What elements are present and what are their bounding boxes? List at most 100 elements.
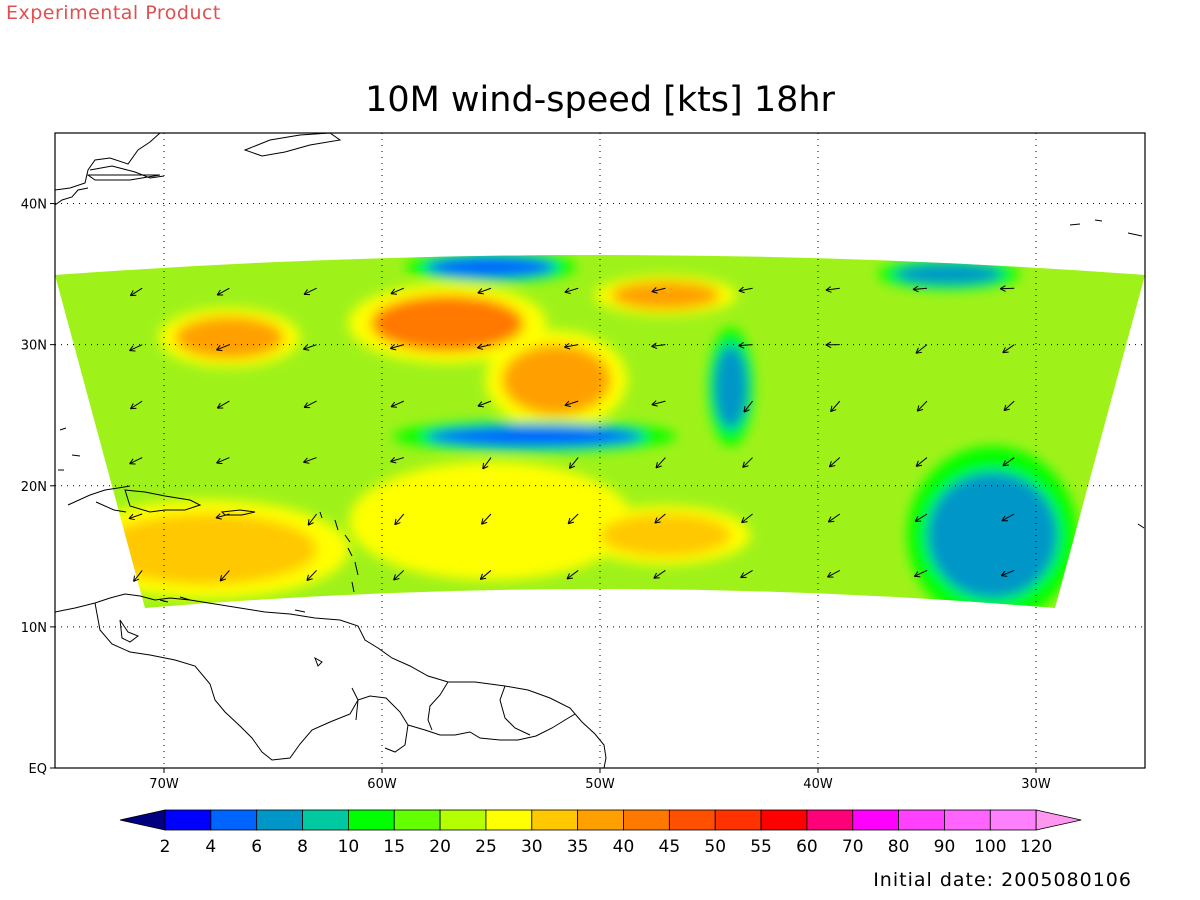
wind-arrow <box>215 513 230 520</box>
wind-arrow <box>216 344 230 352</box>
lon-label: 40W <box>803 777 833 792</box>
atlantic-islands <box>1069 219 1145 529</box>
experimental-product-stamp: Experimental Product <box>6 2 221 24</box>
wind-arrow <box>915 457 928 467</box>
lon-label: 30W <box>1021 777 1051 792</box>
field-low-wind-east-region <box>927 471 1058 599</box>
colorbar-cell <box>898 809 945 831</box>
wind-arrow <box>302 344 317 351</box>
wind-arrow <box>651 287 666 294</box>
colorbar-label: 30 <box>521 837 543 857</box>
wind-arrow <box>742 457 753 468</box>
colorbar-min-triangle <box>119 809 166 831</box>
wind-arrow <box>477 287 492 295</box>
wind-arrow <box>216 457 230 465</box>
colorbar-cell <box>256 809 303 831</box>
colorbar-label: 20 <box>429 837 451 857</box>
colorbar-label: 2 <box>160 837 171 857</box>
wind-arrow <box>825 341 840 349</box>
wind-arrow <box>999 285 1015 292</box>
colorbar-label: 6 <box>251 837 262 857</box>
newfoundland-coast <box>243 133 342 157</box>
lat-label: 10N <box>21 621 47 636</box>
wind-arrow <box>916 400 928 412</box>
colorbar-label: 40 <box>613 837 635 857</box>
wind-speed-field <box>55 255 1145 608</box>
colorbar-cell <box>531 809 579 831</box>
wind-arrow <box>480 513 492 525</box>
colorbar-label: 90 <box>934 837 956 857</box>
wind-arrow <box>219 570 230 582</box>
wind-arrow <box>128 513 143 521</box>
wind-arrow <box>564 400 579 408</box>
colorbar-label: 10 <box>338 837 360 857</box>
wind-arrow <box>133 570 143 582</box>
colorbar-cell <box>347 809 395 831</box>
wind-arrow <box>655 457 666 469</box>
colorbar-cell <box>439 809 487 831</box>
colorbar-label: 25 <box>475 837 497 857</box>
lat-label: 20N <box>21 480 47 495</box>
colorbar: 2 4 6 8 10 15 20 25 30 35 40 45 50 55 60 70 80 90 100 120 <box>119 809 1082 857</box>
field-low-wind-north-east <box>894 262 1004 286</box>
wind-arrow <box>743 400 753 413</box>
wind-arrow <box>306 570 317 581</box>
wind-arrow <box>394 513 405 526</box>
lake-maracaibo <box>119 619 140 643</box>
colorbar-label: 60 <box>796 837 818 857</box>
lon-label: 50W <box>585 777 615 792</box>
wind-arrow <box>568 457 579 469</box>
wind-arrow <box>914 513 928 522</box>
wind-arrow <box>654 513 666 524</box>
colorbar-cell <box>393 809 441 831</box>
puerto-rico-coast <box>220 509 256 516</box>
colorbar-label: 35 <box>567 837 589 857</box>
trinidad-coast <box>314 656 323 667</box>
field-high-wind-central <box>610 281 720 310</box>
wind-arrow <box>1002 344 1015 354</box>
wind-arrow <box>303 287 317 296</box>
colorbar-cell <box>623 809 670 831</box>
colorbar-cell <box>164 809 212 831</box>
wind-arrow <box>390 287 404 295</box>
wind-arrow <box>216 400 230 409</box>
map-title: 10M wind-speed [kts] 18hr <box>365 80 835 120</box>
wind-arrow <box>566 570 579 580</box>
wind-arrow <box>564 287 579 295</box>
wind-arrow <box>303 400 317 409</box>
lon-label: 60W <box>367 777 397 792</box>
wind-arrow <box>740 570 753 579</box>
hispaniola-coast <box>124 489 202 513</box>
wind-arrow <box>477 400 492 408</box>
wind-arrow <box>303 457 317 464</box>
wind-arrow <box>830 400 841 413</box>
wind-arrow <box>1002 457 1015 467</box>
wind-arrow <box>129 457 143 465</box>
south-america-coast <box>55 593 607 768</box>
colorbar-max-triangle <box>1035 809 1082 831</box>
wind-arrow <box>915 344 928 354</box>
wind-arrow <box>129 344 143 352</box>
wind-arrow <box>216 287 230 296</box>
field-low-wind-trough <box>425 425 644 448</box>
colorbar-label: 55 <box>750 837 772 857</box>
wind-arrow <box>389 343 404 351</box>
colorbar-label: 50 <box>704 837 726 857</box>
south-america-interior <box>94 602 576 761</box>
wind-arrow <box>912 285 928 293</box>
colorbar-cell <box>944 809 991 831</box>
colorbar-cell <box>852 809 899 831</box>
colorbar-label: 45 <box>659 837 681 857</box>
wind-arrow <box>390 400 405 408</box>
colorbar-cell <box>577 809 624 831</box>
colorbar-label: 120 <box>1020 837 1052 857</box>
axis-ticks: EQ 10N 20N 30N 40N 70W 60W 50W 40W 30W <box>21 198 1051 792</box>
colorbar-cell <box>714 809 762 831</box>
field-high-wind-subtropical-north <box>371 295 524 352</box>
colorbar-label: 80 <box>888 837 910 857</box>
wind-arrow <box>1000 569 1015 577</box>
wind-arrow <box>567 513 579 525</box>
coastlines <box>55 133 1145 768</box>
wind-arrow <box>913 569 928 578</box>
